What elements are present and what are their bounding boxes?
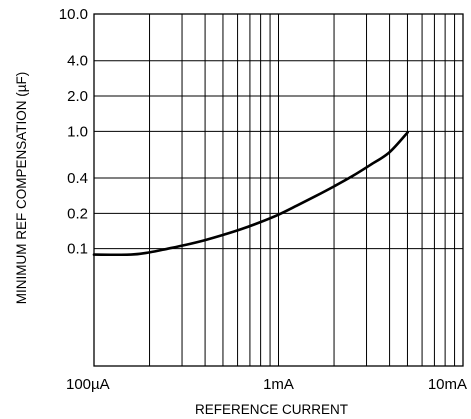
x-tick-labels: 100µA 1mA 10mA bbox=[66, 376, 467, 393]
y-tick-label: 0.4 bbox=[67, 170, 88, 187]
y-tick-label: 2.0 bbox=[67, 88, 88, 105]
x-axis-title: REFERENCE CURRENT bbox=[195, 402, 348, 417]
grid bbox=[94, 14, 463, 366]
y-axis-title: MINIMUM REF COMPENSATION (µF) bbox=[14, 72, 29, 305]
y-tick-label: 4.0 bbox=[67, 53, 88, 70]
y-tick-label: 1.0 bbox=[67, 123, 88, 140]
y-tick-label: 0.2 bbox=[67, 205, 88, 222]
x-tick-label: 100µA bbox=[66, 376, 110, 393]
x-tick-label: 1mA bbox=[263, 376, 294, 393]
y-tick-label: 0.1 bbox=[67, 241, 88, 258]
series bbox=[92, 131, 409, 257]
y-tick-label: 10.0 bbox=[59, 6, 88, 23]
y-tick-labels: 10.0 4.0 2.0 1.0 0.4 0.2 0.1 bbox=[59, 6, 88, 258]
x-tick-label: 10mA bbox=[428, 376, 467, 393]
plot-frame bbox=[93, 13, 464, 367]
series-line bbox=[92, 131, 409, 257]
